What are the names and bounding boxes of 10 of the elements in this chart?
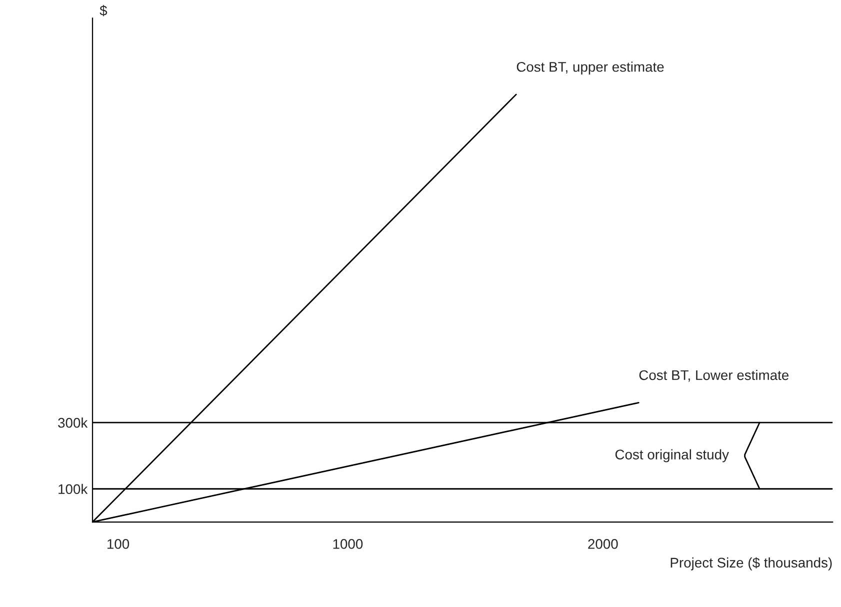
x-tick-label: 2000 (588, 539, 618, 549)
series-label: Cost BT, Lower estimate (639, 370, 789, 382)
annotation: Cost original study (615, 449, 729, 462)
y-tick-label: 100k (58, 484, 88, 494)
x-tick-label: 1000 (333, 539, 363, 549)
y-axis-title: $ (100, 5, 108, 16)
x-tick-label: 100 (108, 539, 130, 549)
series-label: Cost BT, upper estimate (516, 62, 664, 75)
y-tick-label: 300k (58, 418, 88, 428)
x-axis-title: Project Size ($ thousands) (670, 557, 832, 570)
